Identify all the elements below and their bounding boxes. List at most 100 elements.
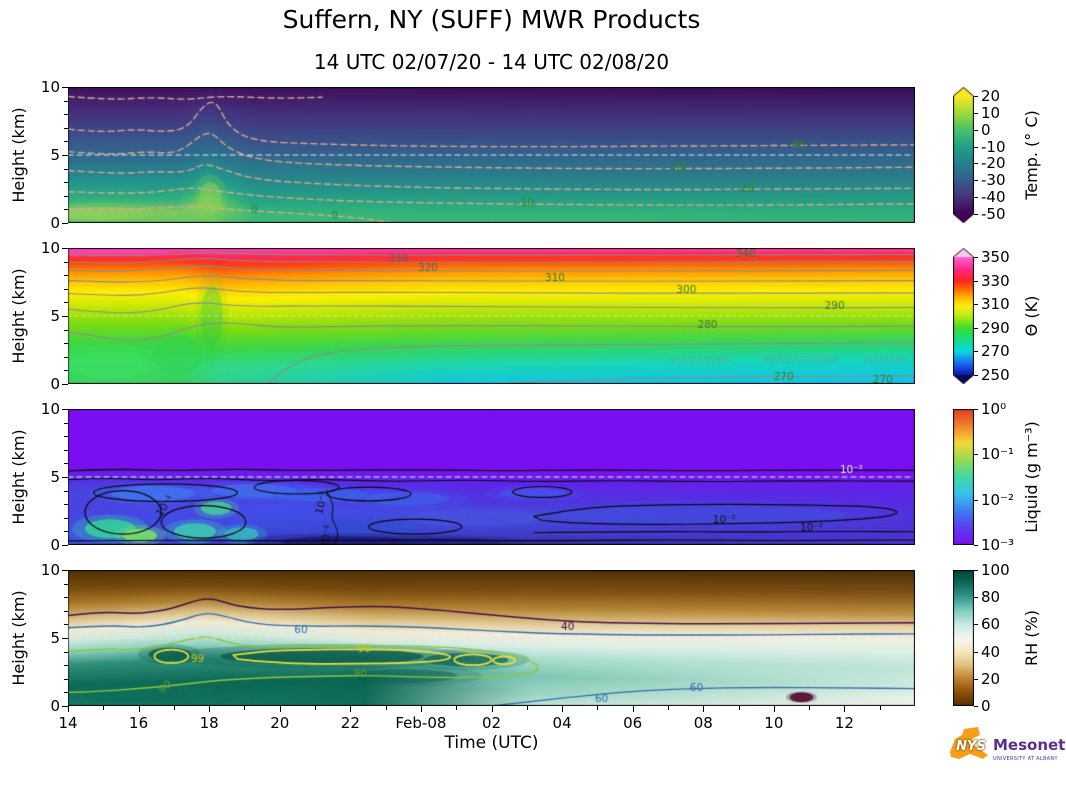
logo-mesonet-text: Mesonet — [993, 736, 1066, 754]
colorbar-tick-label: 310 — [981, 295, 1010, 314]
colorbar-tick-label: 330 — [981, 271, 1010, 290]
nys-mesonet-logo: NYS Mesonet UNIVERSITY AT ALBANY — [947, 720, 1066, 790]
liquid-colorbar-label: Liquid (g m⁻³) — [1022, 421, 1041, 533]
x-minor-tick-mark — [738, 706, 740, 710]
x-tick-label: Feb-08 — [395, 714, 447, 732]
figure-subtitle: 14 UTC 02/07/20 - 14 UTC 02/08/20 — [313, 50, 670, 74]
y-axis-label-temperature: Height (km) — [9, 107, 28, 203]
y-minor-tick-mark — [64, 195, 68, 197]
temperature-colorbar — [953, 87, 974, 223]
y-tick-mark — [62, 248, 68, 249]
colorbar-tick-label: 270 — [981, 342, 1010, 361]
colorbar-tick-label: 60 — [981, 615, 1001, 634]
x-tick-mark — [491, 706, 493, 712]
liquid-water-heatmap — [68, 409, 915, 545]
colorbar-tick-mark — [974, 375, 978, 377]
y-minor-tick-mark — [64, 624, 68, 626]
colorbar-tick-label: -50 — [981, 205, 1006, 224]
y-minor-tick-mark — [64, 127, 68, 129]
y-axis-label-theta: Height (km) — [9, 268, 28, 364]
colorbar-tick-label: 350 — [981, 247, 1010, 266]
colorbar-tick-label: -30 — [981, 171, 1006, 190]
colorbar-tick-mark — [974, 570, 978, 571]
y-minor-tick-mark — [64, 517, 68, 519]
y-minor-tick-mark — [64, 504, 68, 506]
y-tick-label: 10 — [40, 239, 60, 257]
y-minor-tick-mark — [64, 100, 68, 102]
y-tick-mark — [62, 87, 68, 88]
colorbar-tick-mark — [974, 304, 978, 306]
colorbar-tick-mark — [974, 280, 978, 282]
x-tick-label: 02 — [481, 714, 502, 732]
y-axis-label-liquid: Height (km) — [9, 429, 28, 525]
x-minor-tick-mark — [315, 706, 317, 710]
y-tick-label: 5 — [50, 146, 60, 164]
colorbar-tick-mark — [974, 545, 978, 546]
y-minor-tick-mark — [64, 182, 68, 184]
colorbar-tick-label: 20 — [981, 86, 1001, 105]
y-minor-tick-mark — [64, 597, 68, 599]
x-tick-mark — [420, 706, 422, 712]
y-minor-tick-mark — [64, 692, 68, 694]
y-minor-tick-mark — [64, 531, 68, 533]
y-minor-tick-mark — [64, 302, 68, 304]
x-tick-mark — [562, 706, 564, 712]
y-tick-label: 0 — [50, 375, 60, 393]
colorbar-tick-label: 10⁰ — [981, 400, 1007, 418]
y-tick-label: 10 — [40, 400, 60, 418]
colorbar-tick-label: 100 — [981, 561, 1010, 579]
y-tick-mark — [62, 706, 68, 707]
x-tick-label: 18 — [199, 714, 219, 732]
colorbar-tick-mark — [974, 197, 978, 199]
x-minor-tick-mark — [385, 706, 387, 710]
y-minor-tick-mark — [64, 329, 68, 331]
y-minor-tick-mark — [64, 343, 68, 345]
y-tick-mark — [62, 477, 68, 478]
y-tick-mark — [62, 384, 68, 385]
colorbar-tick-label: 80 — [981, 588, 1001, 607]
y-tick-mark — [62, 570, 68, 571]
y-minor-tick-mark — [64, 141, 68, 143]
y-minor-tick-mark — [64, 422, 68, 424]
temperature-heatmap — [68, 87, 915, 223]
x-minor-tick-mark — [456, 706, 458, 710]
y-minor-tick-mark — [64, 651, 68, 653]
x-minor-tick-mark — [526, 706, 528, 710]
x-tick-label: 06 — [623, 714, 643, 732]
colorbar-tick-mark — [974, 327, 978, 329]
y-tick-label: 10 — [40, 561, 60, 579]
colorbar-tick-label: 250 — [981, 366, 1010, 385]
y-minor-tick-mark — [64, 678, 68, 680]
colorbar-tick-mark — [974, 256, 978, 258]
y-tick-mark — [62, 223, 68, 224]
colorbar-tick-label: -20 — [981, 154, 1006, 173]
y-minor-tick-mark — [64, 436, 68, 438]
x-tick-label: 12 — [834, 714, 854, 732]
logo-tagline: UNIVERSITY AT ALBANY — [993, 756, 1058, 762]
y-axis-label-rh: Height (km) — [9, 590, 28, 686]
theta-colorbar — [953, 248, 974, 384]
y-minor-tick-mark — [64, 665, 68, 667]
y-minor-tick-mark — [64, 449, 68, 451]
colorbar-tick-mark — [974, 706, 978, 707]
x-tick-label: 16 — [129, 714, 149, 732]
theta-colorbar-label: Θ (K) — [1022, 295, 1041, 337]
colorbar-tick-mark — [974, 678, 978, 680]
y-minor-tick-mark — [64, 370, 68, 372]
x-minor-tick-mark — [809, 706, 811, 710]
x-minor-tick-mark — [173, 706, 175, 710]
y-tick-mark — [62, 409, 68, 410]
x-minor-tick-mark — [879, 706, 881, 710]
figure-title: Suffern, NY (SUFF) MWR Products — [282, 5, 701, 34]
y-minor-tick-mark — [64, 490, 68, 492]
colorbar-tick-label: 10 — [981, 103, 1001, 122]
colorbar-tick-mark — [974, 454, 978, 456]
colorbar-tick-label: -40 — [981, 188, 1006, 207]
y-minor-tick-mark — [64, 114, 68, 116]
colorbar-tick-mark — [974, 95, 978, 97]
y-minor-tick-mark — [64, 610, 68, 612]
x-tick-label: 10 — [764, 714, 784, 732]
x-minor-tick-mark — [244, 706, 246, 710]
y-tick-mark — [62, 545, 68, 546]
